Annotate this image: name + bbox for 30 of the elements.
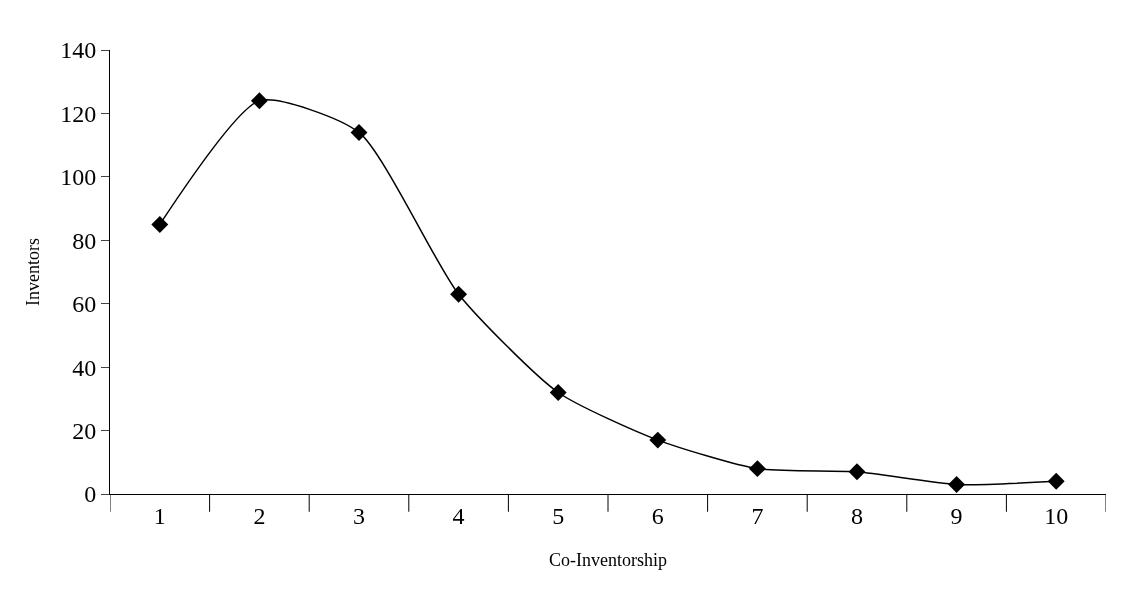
x-tick-label: 8 <box>851 502 863 529</box>
x-tick-label: 6 <box>651 502 664 529</box>
x-tick-label: 7 <box>751 502 764 529</box>
x-tick-label: 3 <box>353 502 365 529</box>
point <box>748 460 766 478</box>
y-tick-label: 120 <box>60 100 97 127</box>
point <box>250 92 268 110</box>
y-tick-label: 80 <box>72 227 97 254</box>
point <box>450 285 468 303</box>
point <box>549 384 567 401</box>
point <box>649 431 667 449</box>
point <box>948 476 966 493</box>
y-tick-label: 20 <box>72 417 97 444</box>
y-tick-label: 60 <box>72 291 97 318</box>
y-tick-label: 0 <box>84 481 97 508</box>
x-tick-label: 1 <box>153 502 166 529</box>
point <box>151 215 169 233</box>
x-tick-label: 2 <box>253 502 266 529</box>
x-tick-label: 4 <box>452 502 465 529</box>
y-tick-label: 100 <box>60 164 97 191</box>
x-tick-label: 9 <box>950 502 963 529</box>
y-tick-label: 140 <box>60 37 97 64</box>
point <box>1047 472 1065 490</box>
y-tick-label: 40 <box>72 354 97 381</box>
y-axis-title: Inventors <box>23 238 44 306</box>
point <box>848 463 866 481</box>
x-tick-label: 5 <box>552 502 565 529</box>
x-axis-title: Co-Inventorship <box>549 549 667 570</box>
x-tick-label: 10 <box>1044 502 1069 529</box>
point <box>350 124 368 141</box>
